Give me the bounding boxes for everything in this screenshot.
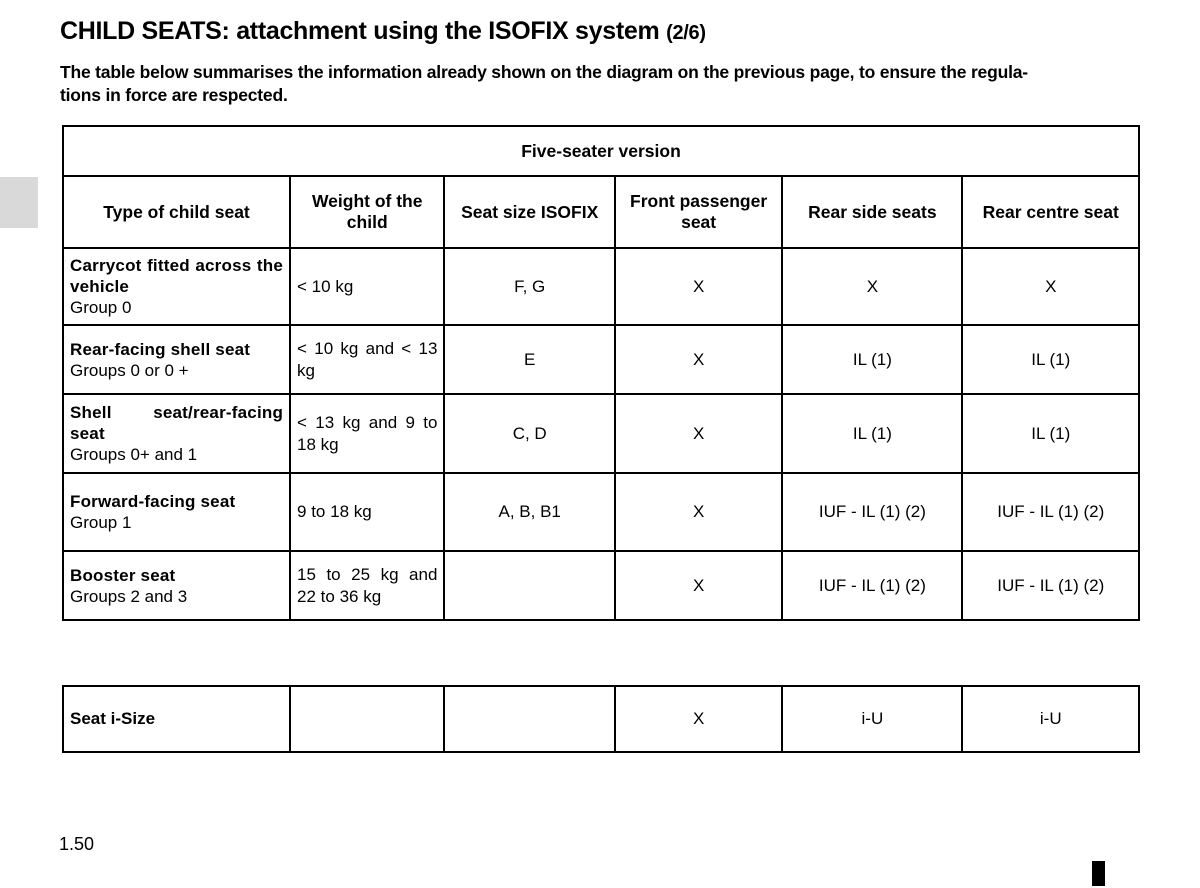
cell-weight: < 13 kg and 9 to 18 kg xyxy=(289,393,446,474)
cell-weight xyxy=(289,685,446,753)
table-caption-row: Five-seater version xyxy=(62,125,1140,177)
cell-weight: < 10 kg and < 13 kg xyxy=(289,324,446,395)
seat-type-name: Forward-facing seat xyxy=(70,492,236,511)
intro-line-1: The table below summarises the informati… xyxy=(60,62,1028,82)
cell-seat-size xyxy=(443,550,616,621)
section-tab xyxy=(0,177,38,228)
cell-weight: 15 to 25 kg and 22 to 36 kg xyxy=(289,550,446,621)
cell-front-passenger: X xyxy=(613,685,784,753)
cell-rear-side: IL (1) xyxy=(781,393,964,474)
col-header-type-of-child-seat: Type of child seat xyxy=(61,175,292,249)
cell-rear-side: X xyxy=(781,247,964,326)
seat-group: Groups 2 and 3 xyxy=(70,586,188,606)
cell-seat-size: F, G xyxy=(443,247,616,326)
cell-rear-centre: i-U xyxy=(961,685,1140,753)
seat-group: Groups 0 or 0 + xyxy=(70,360,189,380)
cell-seat-size xyxy=(443,685,616,753)
cell-front-passenger: X xyxy=(613,550,784,621)
seat-group: Group 1 xyxy=(70,513,132,532)
table-row-forward-facing: Forward-facing seat Group 1 9 to 18 kg A… xyxy=(61,472,1140,552)
cell-rear-side: IUF - IL (1) (2) xyxy=(781,550,964,621)
seat-type-name: Booster seat xyxy=(70,565,176,585)
table-row-booster: Booster seat Groups 2 and 3 15 to 25 kg … xyxy=(61,550,1140,621)
intro-line-2: tions in force are respected. xyxy=(60,85,288,105)
col-header-rear-side-seats: Rear side seats xyxy=(781,175,964,249)
table-row-shell-seat: Shell seat/rear-facing seat Groups 0+ an… xyxy=(61,393,1140,474)
seat-group: Groups 0+ and 1 xyxy=(70,445,198,464)
isofix-table: Five-seater version Type of child seat W… xyxy=(61,125,1140,621)
page-title: CHILD SEATS: attachment using the ISOFIX… xyxy=(60,17,706,46)
table-header-row: Type of child seat Weight of the child S… xyxy=(61,175,1140,249)
cell-seat-size: C, D xyxy=(443,393,616,474)
cell-front-passenger: X xyxy=(613,472,784,552)
intro-text: The table below summarises the informati… xyxy=(60,61,1150,107)
page-title-suffix: (2/6) xyxy=(666,22,706,44)
table-row-rear-facing-shell: Rear-facing shell seat Groups 0 or 0 + <… xyxy=(61,324,1140,395)
cell-rear-side: IUF - IL (1) (2) xyxy=(781,472,964,552)
col-header-seat-size-isofix: Seat size ISOFIX xyxy=(443,175,616,249)
seat-group: Group 0 xyxy=(70,298,132,317)
col-header-front-passenger-seat: Front passenger seat xyxy=(613,175,784,249)
col-header-weight-of-child: Weight of the child xyxy=(289,175,446,249)
table-row-isize: Seat i-Size X i-U i-U xyxy=(61,685,1140,753)
cell-front-passenger: X xyxy=(613,393,784,474)
isize-label: Seat i-Size xyxy=(61,685,292,753)
cell-rear-centre: IUF - IL (1) (2) xyxy=(961,550,1140,621)
cell-seat-size: E xyxy=(443,324,616,395)
cell-rear-centre: IL (1) xyxy=(961,324,1140,395)
cell-rear-side: IL (1) xyxy=(781,324,964,395)
table-caption: Five-seater version xyxy=(62,125,1140,177)
cell-rear-centre: IL (1) xyxy=(961,393,1140,474)
seat-type-name: Shell seat/rear-facing seat xyxy=(70,403,284,443)
cell-weight: < 10 kg xyxy=(289,247,446,326)
cell-seat-type: Shell seat/rear-facing seat Groups 0+ an… xyxy=(61,393,292,474)
cell-seat-type: Carrycot fitted across the vehicle Group… xyxy=(61,247,292,326)
cell-seat-type: Forward-facing seat Group 1 xyxy=(61,472,292,552)
section-marker xyxy=(1092,861,1105,886)
seat-type-name: Carrycot fitted across the vehicle xyxy=(70,256,284,296)
seat-type-name: Rear-facing shell seat xyxy=(70,339,251,359)
cell-seat-size: A, B, B1 xyxy=(443,472,616,552)
cell-rear-centre: X xyxy=(961,247,1140,326)
cell-weight: 9 to 18 kg xyxy=(289,472,446,552)
col-header-rear-centre-seat: Rear centre seat xyxy=(961,175,1140,249)
cell-front-passenger: X xyxy=(613,247,784,326)
cell-seat-type: Booster seat Groups 2 and 3 xyxy=(61,550,292,621)
isize-table: Seat i-Size X i-U i-U xyxy=(61,685,1140,753)
cell-front-passenger: X xyxy=(613,324,784,395)
cell-seat-type: Rear-facing shell seat Groups 0 or 0 + xyxy=(61,324,292,395)
table-row-carrycot: Carrycot fitted across the vehicle Group… xyxy=(61,247,1140,326)
page-title-text: CHILD SEATS: attachment using the ISOFIX… xyxy=(60,17,660,45)
cell-rear-centre: IUF - IL (1) (2) xyxy=(961,472,1140,552)
page-number: 1.50 xyxy=(59,834,95,854)
cell-rear-side: i-U xyxy=(781,685,964,753)
